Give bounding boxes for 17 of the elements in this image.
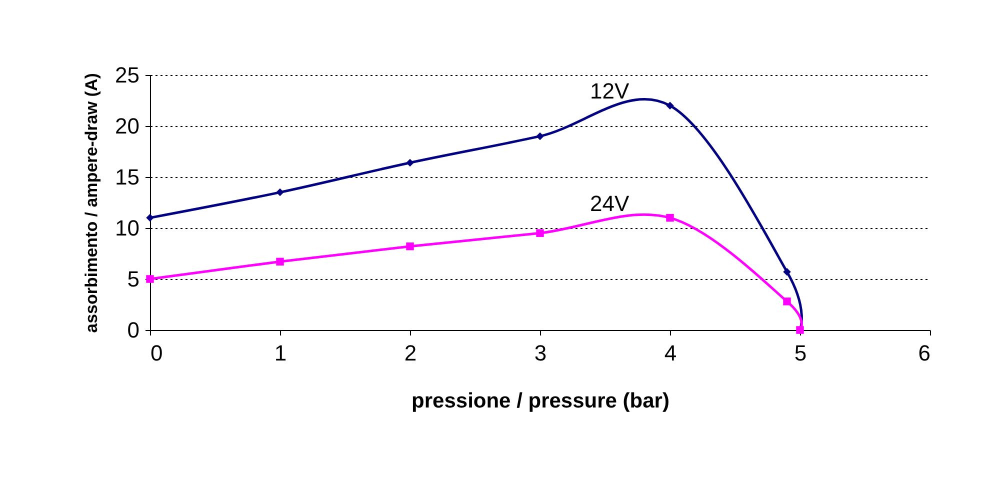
y-tick-label: 10 — [115, 216, 140, 240]
series-label: 12V — [590, 78, 630, 104]
x-tick-label: 4 — [664, 340, 677, 366]
y-tick-label: 15 — [115, 164, 140, 190]
x-tick-label: 5 — [794, 340, 807, 366]
y-axis-title: assorbimento / ampere-draw (A) — [82, 73, 102, 333]
x-axis-title: pressione / pressure (bar) — [412, 390, 670, 412]
x-tick-label: 6 — [918, 340, 930, 366]
y-tick-label: 25 — [115, 62, 140, 88]
y-tick-label: 20 — [115, 114, 140, 138]
y-tick-label: 0 — [127, 318, 140, 342]
series-label: 24V — [590, 190, 630, 216]
x-tick-label: 1 — [274, 340, 287, 366]
x-tick-label: 2 — [404, 340, 417, 366]
y-tick-label: 5 — [127, 266, 140, 292]
x-tick-label: 0 — [150, 340, 163, 366]
x-tick-label: 3 — [534, 340, 547, 366]
